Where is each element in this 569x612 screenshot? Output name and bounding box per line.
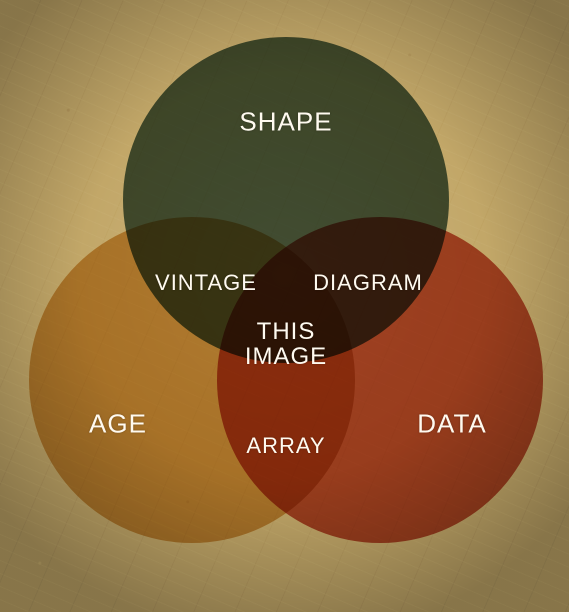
label-right: DATA: [417, 409, 486, 440]
label-top-left: VINTAGE: [155, 270, 257, 296]
label-left: AGE: [89, 409, 147, 440]
label-top-right: DIAGRAM: [313, 270, 423, 296]
label-top: SHAPE: [239, 107, 332, 138]
venn-diagram-stage: SHAPE AGE DATA VINTAGE DIAGRAM ARRAY THI…: [0, 0, 569, 612]
label-center: THIS IMAGE: [245, 319, 327, 369]
venn-circle-right: [217, 217, 543, 543]
label-left-right: ARRAY: [246, 433, 325, 459]
